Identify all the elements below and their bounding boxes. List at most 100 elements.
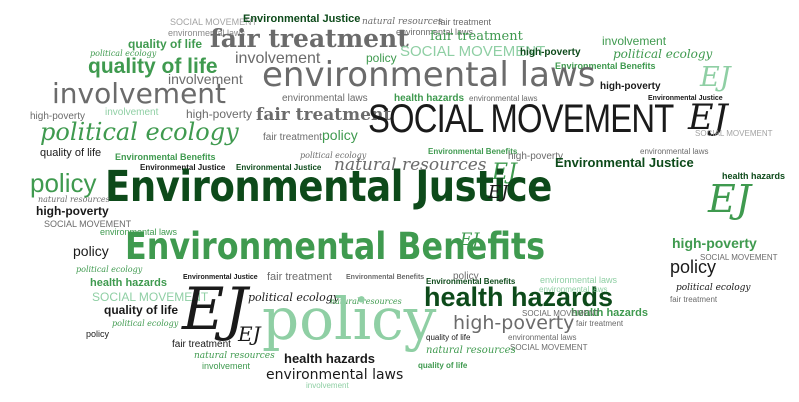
word-policy: policy: [670, 257, 717, 277]
word-environmental-justice: Environmental Justice: [648, 95, 723, 102]
word-environmental-laws: environmental laws: [262, 55, 596, 95]
word-social-movement: SOCIAL MOVEMENT: [368, 97, 674, 141]
word-health-hazards: health hazards: [394, 93, 465, 104]
word-high-poverty: high-poverty: [520, 47, 581, 58]
word-natural-resources: natural resources: [330, 297, 402, 306]
word-environmental-justice-main: Environmental Justice: [105, 162, 552, 212]
word-quality-of-life: quality of life: [128, 37, 203, 51]
word-environmental-benefits: Environmental Benefits: [428, 147, 518, 156]
word-social-movement: SOCIAL MOVEMENT: [92, 290, 209, 304]
word-fair-treatment: fair treatment: [172, 339, 231, 350]
word-quality-of-life: quality of life: [104, 303, 179, 317]
word-ej: EJ: [708, 177, 751, 221]
word-fair-treatment: fair treatment: [256, 105, 392, 125]
word-environmental-laws: environmental laws: [168, 28, 246, 38]
word-health-hazards: health hazards: [424, 282, 614, 312]
word-ej: EJ: [238, 322, 261, 346]
word-social-movement: SOCIAL MOVEMENT: [170, 17, 258, 27]
word-involvement: involvement: [235, 50, 321, 67]
word-high-poverty: high-poverty: [508, 151, 564, 162]
word-environmental-laws: environmental laws: [469, 94, 538, 103]
word-high-poverty: high-poverty: [36, 204, 109, 218]
word-political-ecology: political ecology: [112, 319, 179, 328]
word-ej: EJ: [688, 98, 728, 138]
word-ej: EJ: [460, 230, 480, 250]
word-fair-treatment: fair treatment: [430, 29, 523, 44]
word-fair-treatment: fair treatment: [210, 24, 409, 53]
word-environmental-laws: environmental laws: [282, 93, 368, 104]
word-natural-resources: natural resources: [38, 195, 110, 204]
word-environmental-laws: environmental laws: [396, 27, 474, 37]
word-social-movement: SOCIAL MOVEMENT: [700, 253, 778, 262]
word-health-hazards: health hazards: [722, 171, 786, 181]
word-quality-of-life: quality of life: [88, 55, 218, 78]
word-environmental-laws: environmental laws: [540, 275, 618, 285]
word-natural-resources: natural resources: [426, 345, 516, 356]
word-fair-treatment: fair treatment: [267, 271, 332, 283]
word-environmental-benefits: Environmental Benefits: [346, 274, 425, 281]
word-social-movement: SOCIAL MOVEMENT: [510, 343, 588, 352]
word-involvement: involvement: [602, 34, 667, 48]
word-environmental-justice: Environmental Justice: [183, 274, 258, 281]
word-social-movement: SOCIAL MOVEMENT: [695, 129, 773, 138]
word-policy: policy: [322, 127, 358, 143]
word-environmental-benefits: Environmental Benefits: [555, 61, 656, 71]
word-ej: EJ: [700, 62, 731, 93]
word-natural-resources: natural resources: [362, 17, 443, 27]
word-political-ecology: political ecology: [40, 118, 239, 146]
word-fair-treatment: fair treatment: [670, 295, 718, 304]
word-environmental-laws: environmental laws: [508, 333, 577, 342]
word-high-poverty: high-poverty: [186, 107, 253, 121]
word-environmental-justice: Environmental Justice: [236, 163, 322, 172]
word-ej: EJ: [488, 182, 509, 203]
word-high-poverty: high-poverty: [453, 312, 575, 334]
word-involvement: involvement: [168, 71, 243, 87]
word-environmental-laws: environmental laws: [100, 227, 178, 237]
word-environmental-benefits: Environmental Benefits: [426, 277, 516, 286]
word-environmental-justice: Environmental Justice: [555, 155, 694, 170]
word-political-ecology: political ecology: [613, 47, 713, 61]
word-fair-treatment: fair treatment: [263, 132, 322, 143]
word-health-hazards: health hazards: [284, 351, 376, 366]
word-involvement: involvement: [202, 361, 251, 371]
word-health-hazards: health hazards: [90, 277, 168, 289]
word-environmental-justice: Environmental Justice: [140, 163, 226, 172]
word-policy: policy: [30, 168, 97, 198]
word-policy: policy: [86, 329, 110, 339]
word-policy: policy: [73, 243, 109, 259]
word-involvement: involvement: [105, 107, 159, 118]
word-natural-resources: natural resources: [194, 351, 275, 361]
word-political-ecology: political ecology: [676, 283, 751, 293]
word-health-hazards: health hazards: [571, 307, 649, 319]
word-quality-of-life: quality of life: [418, 361, 468, 370]
word-environmental-laws: environmental laws: [266, 367, 404, 383]
word-political-ecology: political ecology: [76, 265, 143, 274]
word-political-ecology: political ecology: [248, 291, 340, 304]
word-social-movement: SOCIAL MOVEMENT: [44, 219, 132, 229]
word-political-ecology: political ecology: [300, 151, 367, 160]
word-quality-of-life: quality of life: [40, 147, 102, 159]
word-policy-main: policy: [262, 285, 437, 353]
word-fair-treatment: fair treatment: [576, 319, 624, 328]
word-environmental-benefits: Environmental Benefits: [115, 152, 216, 162]
word-ej: EJ: [492, 160, 517, 185]
word-ej: EJ: [182, 275, 248, 343]
word-high-poverty: high-poverty: [600, 81, 661, 92]
word-involvement: involvement: [52, 77, 227, 110]
word-policy: policy: [366, 51, 397, 65]
word-environmental-benefits-main: Environmental Benefits: [125, 225, 546, 268]
word-social-movement: SOCIAL MOVEMENT: [522, 309, 600, 318]
word-high-poverty: high-poverty: [672, 235, 757, 251]
word-political-ecology: political ecology: [90, 49, 157, 58]
word-natural-resources: natural resources: [334, 155, 487, 175]
word-environmental-laws: environmental laws: [640, 147, 709, 156]
word-quality-of-life: quality of life: [426, 333, 471, 342]
word-fair-treatment: fair treatment: [438, 17, 492, 27]
word-social-movement: SOCIAL MOVEMENT: [400, 43, 546, 60]
word-high-poverty: high-poverty: [30, 111, 86, 122]
word-policy: policy: [453, 271, 479, 282]
word-environmental-laws: environmental laws: [539, 285, 608, 294]
word-environmental-justice: Environmental Justice: [243, 13, 361, 25]
word-involvement: involvement: [306, 381, 349, 390]
